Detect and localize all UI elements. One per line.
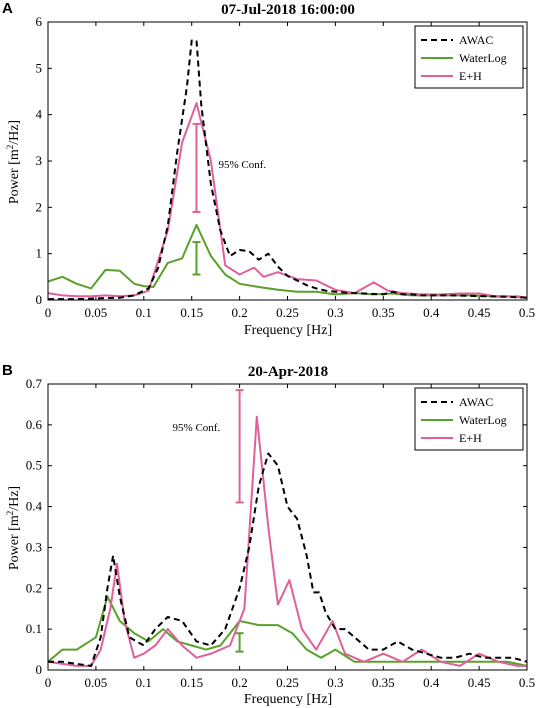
y-tick-label: 0.6 [26, 417, 43, 432]
series-layer-a [47, 39, 528, 301]
x-tick-label: 0.35 [372, 675, 395, 690]
x-tick-label: 0.2 [231, 675, 247, 690]
x-tick-label: 0 [45, 305, 52, 320]
x-axis-label-b: Frequency [Hz] [244, 692, 332, 707]
x-tick-label: 0.05 [85, 675, 108, 690]
conf-bar-e-h [192, 122, 201, 213]
x-tick-label: 0 [45, 675, 52, 690]
y-tick-label: 0.3 [26, 539, 42, 554]
panel-a: A 07-Jul-2018 16:00:00 Frequency [Hz] Po… [2, 0, 535, 338]
legend-entry-awac: AWAC [459, 33, 493, 47]
conf-bar-waterlog [192, 241, 201, 276]
series-line-awac [48, 452, 528, 667]
x-tick-label: 0.3 [327, 675, 343, 690]
legend-a: AWAC WaterLog E+H [414, 25, 524, 89]
annotation-a: 95% Conf. [219, 159, 267, 171]
conf-bar-e-h [235, 389, 244, 504]
tick-layer-b: 0 0.05 0.1 0.15 0.2 0.25 0.3 0.35 0.4 0.45 0.5 0 0.1… [26, 376, 535, 690]
x-tick-label: 0.15 [180, 305, 203, 320]
y-tick-label: 0.4 [26, 499, 43, 514]
y-tick-label: 4 [36, 107, 43, 122]
y-tick-label: 0 [36, 292, 43, 307]
y-axis-label-b: Power [m2/Hz] [5, 486, 22, 570]
x-axis-label-a: Frequency [Hz] [244, 323, 332, 338]
x-tick-label: 0.5 [519, 675, 535, 690]
series-line-waterlog [47, 223, 528, 299]
series-line-waterlog [47, 595, 528, 667]
chart-title-a: 07-Jul-2018 16:00:00 [221, 2, 355, 18]
x-tick-label: 0.5 [519, 305, 535, 320]
series-line-e-h [47, 102, 528, 299]
panel-b: B 20-Apr-2018 Frequency [Hz] Power [m2/H… [2, 362, 535, 707]
x-tick-label: 0.4 [423, 675, 440, 690]
legend-entry-waterlog: WaterLog [459, 413, 507, 427]
y-tick-label: 6 [36, 14, 43, 29]
conf-layer-a [192, 122, 201, 276]
x-tick-label: 0.05 [85, 305, 108, 320]
x-tick-label: 0.1 [136, 305, 152, 320]
series-layer-b [47, 415, 528, 667]
tick-layer-a: 0 0.05 0.1 0.15 0.2 0.25 0.3 0.35 0.4 0.45 0.5 0 1 2 3… [36, 14, 536, 320]
panel-letter-b: B [2, 362, 13, 379]
x-tick-label: 0.4 [423, 305, 440, 320]
y-tick-label: 3 [36, 153, 43, 168]
legend-b: AWAC WaterLog E+H [414, 387, 524, 451]
axes-frame-a [47, 21, 528, 301]
x-tick-label: 0.3 [327, 305, 343, 320]
x-tick-label: 0.45 [468, 305, 491, 320]
series-line-e-h [47, 415, 527, 667]
x-tick-label: 0.25 [276, 305, 299, 320]
chart-title-b: 20-Apr-2018 [248, 364, 328, 380]
y-tick-label: 2 [36, 199, 43, 214]
axes-frame-b [47, 383, 528, 671]
y-tick-label: 5 [36, 60, 43, 75]
conf-layer-b [235, 389, 244, 653]
y-tick-label: 0.2 [26, 580, 42, 595]
legend-entry-waterlog: WaterLog [459, 51, 507, 65]
panel-letter-a: A [2, 0, 13, 17]
x-tick-label: 0.25 [276, 675, 299, 690]
conf-bar-waterlog [235, 632, 244, 653]
annotation-b: 95% Conf. [173, 422, 221, 434]
legend-entry-awac: AWAC [459, 395, 493, 409]
y-tick-label: 0 [36, 662, 43, 677]
series-line-awac [48, 39, 528, 301]
legend-entry-e-h: E+H [459, 431, 482, 445]
legend-entry-e-h: E+H [459, 69, 482, 83]
y-tick-label: 0.7 [26, 376, 43, 391]
x-tick-label: 0.45 [468, 675, 491, 690]
y-tick-label: 1 [36, 246, 43, 261]
x-tick-label: 0.2 [231, 305, 247, 320]
y-tick-label: 0.1 [26, 621, 42, 636]
x-tick-label: 0.15 [180, 675, 203, 690]
y-tick-label: 0.5 [26, 458, 42, 473]
y-axis-label-a: Power [m2/Hz] [5, 120, 22, 204]
x-tick-label: 0.1 [136, 675, 152, 690]
x-tick-label: 0.35 [372, 305, 395, 320]
